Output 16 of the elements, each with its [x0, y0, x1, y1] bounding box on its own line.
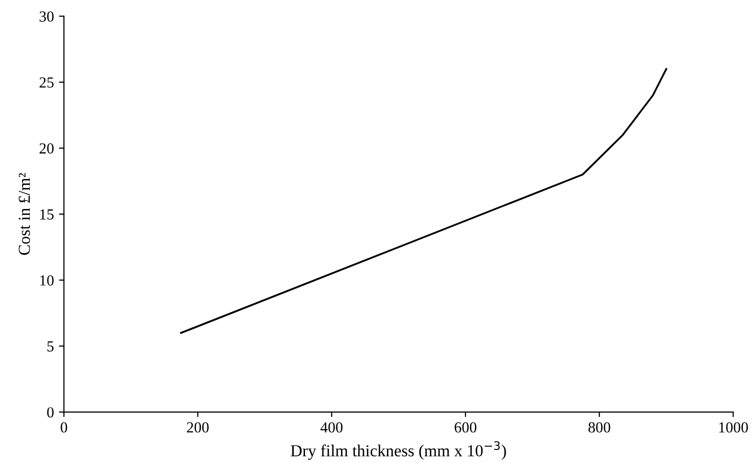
x-tick-label: 600	[454, 422, 476, 433]
x-tick-label: 200	[186, 422, 209, 433]
y-tick-label: 5	[47, 341, 54, 352]
x-axis-title: Dry film thickness (mm x 10$^{−3}$)	[290, 441, 506, 460]
y-axis-title: Cost in £/m²	[18, 173, 30, 255]
y-tick-label: 15	[40, 209, 54, 220]
y-tick-label: 20	[40, 143, 54, 154]
y-tick-label: 30	[40, 11, 54, 22]
y-tick-label: 10	[40, 275, 54, 286]
x-tick-label: 800	[588, 422, 610, 433]
x-tick-label: 1000	[719, 422, 748, 433]
line-series	[180, 68, 668, 334]
x-tick-label: 400	[320, 422, 343, 433]
y-tick-label: 25	[40, 77, 54, 88]
y-tick-label: 0	[47, 407, 54, 418]
x-tick-label: 0	[60, 422, 68, 433]
